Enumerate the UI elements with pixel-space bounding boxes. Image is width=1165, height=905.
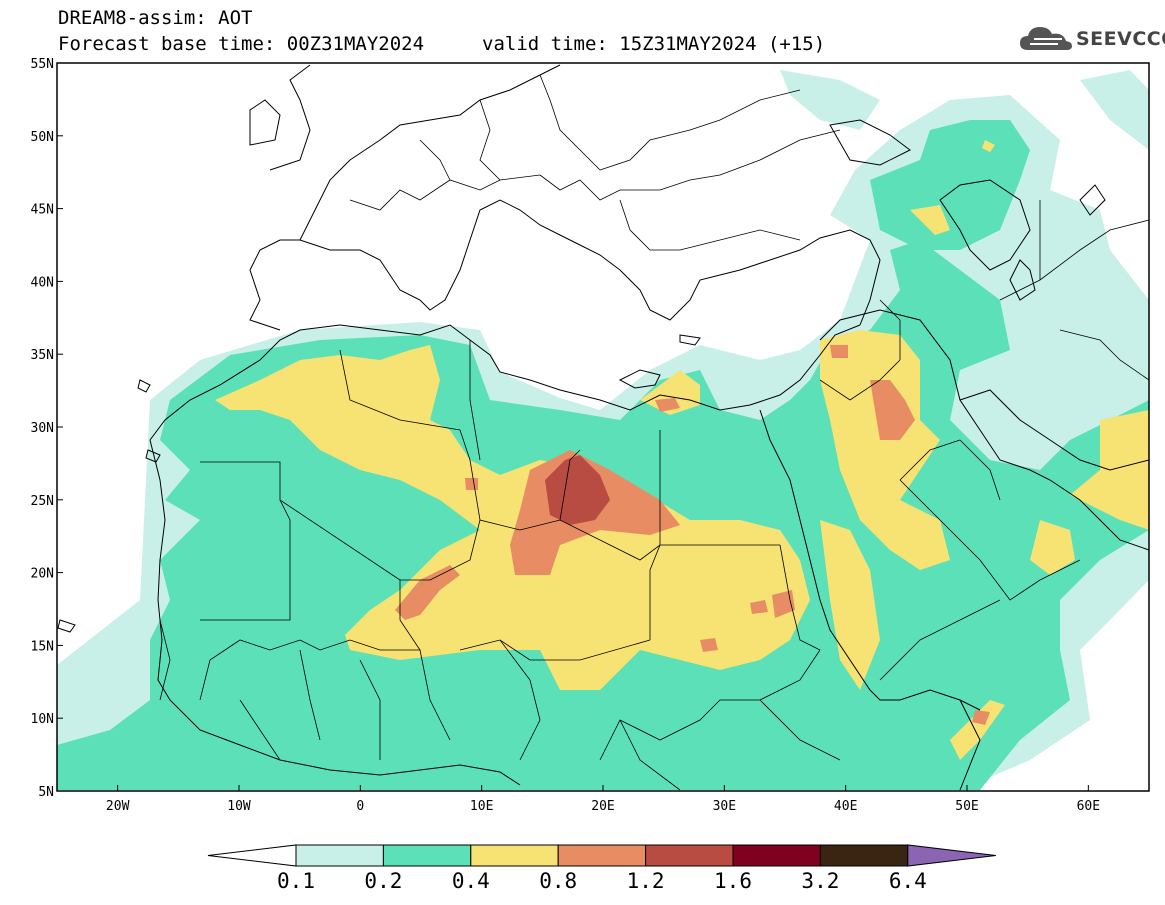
aot-field-0-4 (215, 140, 1149, 760)
colorbar-label: 1.2 (627, 869, 665, 893)
lat-tick-label: 15N (31, 639, 54, 654)
aot-field-1-2 (545, 455, 610, 525)
lon-tick-label: 10W (227, 799, 251, 814)
lon-tick-label: 30E (713, 799, 736, 814)
colorbar-label: 0.1 (277, 869, 315, 893)
colorbar-label: 1.6 (714, 869, 752, 893)
lat-tick-label: 10N (31, 712, 54, 727)
colorbar-segment (819, 844, 909, 867)
lon-tick-label: 20E (591, 799, 614, 814)
colorbar-low-arrow (207, 844, 297, 867)
logo-text: SEEVCCC (1076, 28, 1165, 50)
lon-tick-label: 60E (1077, 799, 1100, 814)
colorbar-segment (470, 844, 559, 867)
lat-tick-label: 20N (31, 567, 54, 582)
colorbar-segments (207, 844, 996, 867)
lon-axis: 20W 10W 0 10E 20E 30E 40E 50E 60E (106, 785, 1100, 814)
coastlines (57, 64, 1149, 791)
colorbar-label: 6.4 (889, 869, 927, 893)
lat-tick-label: 35N (31, 348, 54, 363)
colorbar-segment (732, 844, 821, 867)
colorbar-segment (382, 844, 472, 867)
colorbar-high-arrow (907, 844, 996, 867)
lon-tick-label: 50E (955, 799, 978, 814)
base-time: Forecast base time: 00Z31MAY2024 (58, 33, 425, 55)
colorbar-label: 3.2 (801, 869, 839, 893)
lon-tick-label: 20W (106, 799, 130, 814)
lat-tick-label: 30N (31, 421, 54, 436)
lon-tick-label: 0 (356, 799, 364, 814)
lat-tick-label: 5N (38, 785, 54, 800)
forecast-times: Forecast base time: 00Z31MAY2024 valid ti… (58, 33, 825, 55)
colorbar-segment (645, 844, 734, 867)
colorbar-label: 0.2 (364, 869, 402, 893)
lat-axis: 5N 10N 15N 20N 25N 30N 35N 40N 45N 50N 55N (31, 57, 63, 800)
lat-tick-label: 45N (31, 203, 54, 218)
lat-tick-label: 55N (31, 57, 54, 72)
country-borders (159, 74, 1149, 791)
colorbar-segment (295, 844, 384, 867)
lon-tick-label: 10E (470, 799, 493, 814)
colorbar-labels: 0.1 0.2 0.4 0.8 1.2 1.6 3.2 6.4 (277, 869, 927, 893)
colorbar-label: 0.8 (539, 869, 577, 893)
colorbar-label: 0.4 (452, 869, 490, 893)
lat-tick-label: 50N (31, 130, 54, 145)
lat-tick-label: 40N (31, 275, 54, 290)
lat-tick-label: 25N (31, 494, 54, 509)
valid-time: valid time: 15Z31MAY2024 (+15) (482, 33, 826, 55)
cloud-icon (1020, 27, 1072, 50)
map-title: DREAM8-assim: AOT (58, 7, 253, 29)
colorbar-segment (557, 844, 647, 867)
seevccc-logo: SEEVCCC (1018, 22, 1165, 56)
lon-tick-label: 40E (834, 799, 857, 814)
